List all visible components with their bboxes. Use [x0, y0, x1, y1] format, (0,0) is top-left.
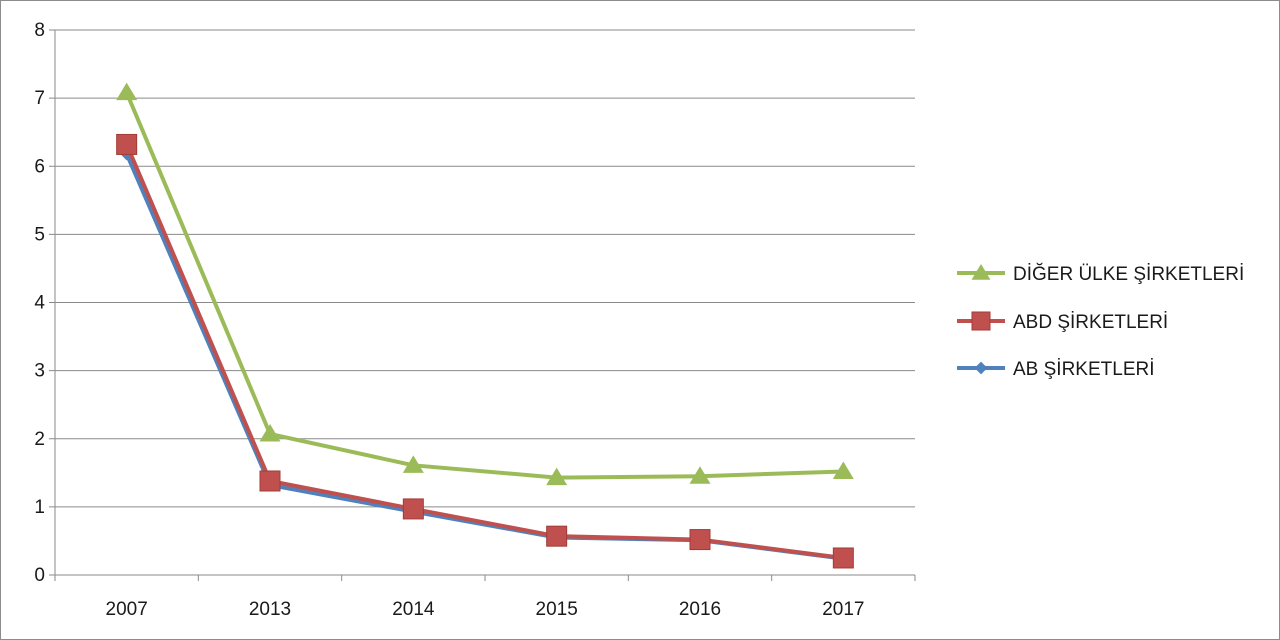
legend-label: ABD ŞİRKETLERİ — [1013, 312, 1168, 333]
data-point-triangle — [116, 82, 138, 101]
data-point-square — [402, 498, 424, 520]
data-point-square — [116, 133, 138, 155]
y-tick-label: 6 — [34, 156, 45, 177]
x-tick-label: 2016 — [679, 599, 721, 620]
data-point-square — [259, 470, 281, 492]
data-point-triangle — [259, 423, 281, 442]
y-tick-label: 0 — [34, 565, 45, 586]
x-tick-label: 2017 — [822, 599, 864, 620]
data-point-square — [546, 525, 568, 547]
y-tick-label: 7 — [34, 88, 45, 109]
x-tick-label: 2007 — [106, 599, 148, 620]
series-line-triangle — [124, 90, 846, 480]
y-tick-label: 3 — [34, 361, 45, 382]
legend-marker-square — [971, 311, 991, 331]
series-line-diamond — [124, 151, 846, 561]
legend-marker-triangle — [971, 264, 991, 280]
x-tick-label: 2013 — [249, 599, 291, 620]
data-point-square — [689, 529, 711, 551]
y-tick-label: 5 — [34, 224, 45, 245]
data-point-triangle — [402, 455, 424, 473]
data-point-triangle — [832, 461, 854, 479]
x-tick-label: 2014 — [392, 599, 435, 620]
y-tick-label: 1 — [34, 497, 45, 518]
data-point-triangle — [689, 466, 711, 484]
legend-label: DİĞER ÜLKE ŞİRKETLERİ — [1013, 263, 1244, 285]
y-tick-label: 4 — [34, 293, 45, 314]
y-tick-label: 8 — [34, 20, 45, 41]
y-tick-label: 2 — [34, 429, 45, 450]
x-tick-label: 2015 — [536, 599, 578, 620]
series-line-square — [124, 142, 846, 560]
legend-marker-diamond — [974, 361, 988, 375]
data-point-triangle — [546, 467, 568, 486]
legend-label: AB ŞİRKETLERİ — [1013, 359, 1155, 380]
data-point-square — [832, 547, 854, 569]
